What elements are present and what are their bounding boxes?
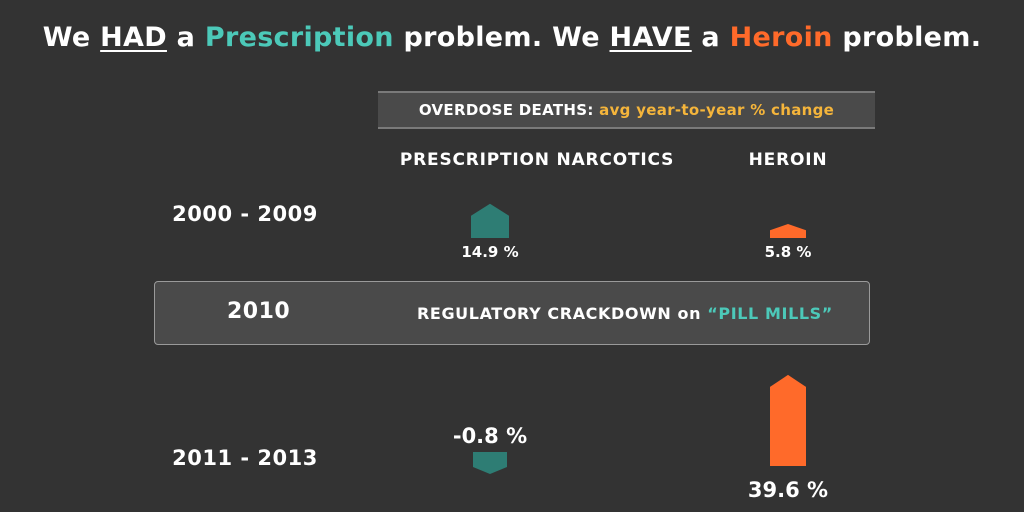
- bar-heroin-2000-2009: [770, 224, 806, 238]
- headline-part1: We: [42, 22, 101, 53]
- headline-part3: problem. We: [393, 22, 610, 53]
- chart-title-band: OVERDOSE DEATHS: avg year-to-year % chan…: [378, 91, 875, 129]
- crackdown-quote: “PILL MILLS”: [707, 304, 833, 323]
- headline-prescription: Prescription: [204, 22, 394, 53]
- category-label-2011-2013: 2011 - 2013: [172, 446, 318, 470]
- chart-title-prefix: OVERDOSE DEATHS:: [418, 101, 594, 119]
- value-label-heroin-2011-2013: 39.6 %: [748, 478, 828, 502]
- headline-have: HAVE: [609, 22, 692, 53]
- headline-part4: a: [691, 22, 730, 53]
- headline-part2: a: [166, 22, 205, 53]
- series-header-heroin: HEROIN: [748, 150, 828, 170]
- headline-had: HAD: [100, 22, 167, 53]
- chart-title-suffix: avg year-to-year % change: [599, 101, 835, 119]
- value-label-prescription-2000-2009: 14.9 %: [461, 243, 518, 261]
- headline: We HAD a Prescription problem. We HAVE a…: [0, 22, 1024, 53]
- crackdown-description: REGULATORY CRACKDOWN on “PILL MILLS”: [417, 304, 833, 323]
- series-header-prescription: PRESCRIPTION NARCOTICS: [399, 150, 675, 170]
- category-label-2000-2009: 2000 - 2009: [172, 202, 318, 226]
- headline-heroin: Heroin: [729, 22, 833, 53]
- crackdown-year: 2010: [227, 299, 291, 324]
- bar-prescription-2000-2009: [471, 203, 509, 238]
- crackdown-banner: 2010 REGULATORY CRACKDOWN on “PILL MILLS…: [154, 281, 870, 345]
- crackdown-label: REGULATORY CRACKDOWN on: [417, 304, 702, 323]
- bar-prescription-2011-2013: [473, 452, 507, 474]
- value-label-heroin-2000-2009: 5.8 %: [765, 243, 812, 261]
- headline-part5: problem.: [832, 22, 982, 53]
- value-label-prescription-2011-2013: -0.8 %: [453, 424, 527, 448]
- bar-heroin-2011-2013: [770, 374, 806, 466]
